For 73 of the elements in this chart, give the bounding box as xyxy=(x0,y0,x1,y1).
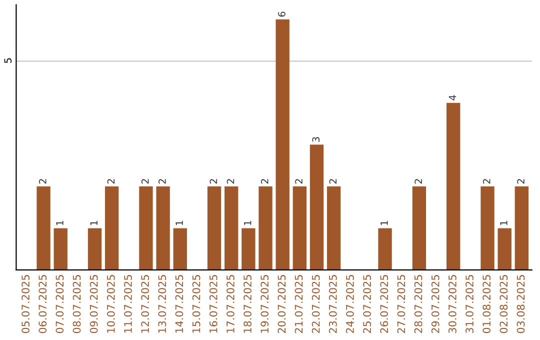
bar xyxy=(173,228,187,270)
data-label: 6 xyxy=(278,12,286,17)
x-tick-label: 16.07.2025 xyxy=(209,275,218,333)
x-tick-label: 09.07.2025 xyxy=(90,275,98,334)
x-tick-label: 23.07.2025 xyxy=(328,275,337,334)
bar xyxy=(104,186,119,270)
x-tick-label: 30.07.2025 xyxy=(448,275,456,333)
bar xyxy=(326,186,341,270)
data-label: 2 xyxy=(517,179,524,184)
x-tick-label: 10.07.2025 xyxy=(106,275,115,333)
data-label: 2 xyxy=(158,179,166,184)
x-tick-label: 20.07.2025 xyxy=(278,275,286,334)
data-label: 2 xyxy=(210,179,217,184)
bar xyxy=(88,228,102,270)
bar xyxy=(207,186,222,270)
data-label: 2 xyxy=(107,179,115,184)
x-tick-label: 26.07.2025 xyxy=(380,275,388,334)
data-label: 1 xyxy=(380,220,388,226)
bar xyxy=(242,228,256,270)
bar xyxy=(446,102,460,270)
data-label: 1 xyxy=(244,220,252,226)
x-tick-label: 29.07.2025 xyxy=(431,275,440,334)
x-tick-label: 21.07.2025 xyxy=(294,275,303,334)
x-tick-label: 19.07.2025 xyxy=(260,275,269,333)
x-tick-label: 02.08.2025 xyxy=(500,275,508,334)
data-label: 3 xyxy=(312,137,320,142)
x-tick-label: 17.07.2025 xyxy=(226,275,234,333)
y-tick-label: 5 xyxy=(4,58,12,63)
data-label: 2 xyxy=(295,179,302,184)
data-label: 1 xyxy=(500,220,508,226)
bar xyxy=(258,186,272,270)
bar xyxy=(378,228,392,270)
bar xyxy=(412,186,426,270)
x-tick-label: 24.07.2025 xyxy=(346,275,354,334)
data-label: 2 xyxy=(38,179,46,184)
bar xyxy=(139,186,153,270)
x-tick-label: 03.08.2025 xyxy=(516,275,525,334)
x-tick-label: 07.07.2025 xyxy=(56,275,64,334)
bar xyxy=(224,186,238,270)
x-tick-label: 01.08.2025 xyxy=(482,275,491,334)
bar xyxy=(514,186,528,270)
x-tick-label: 25.07.2025 xyxy=(363,275,371,334)
data-label: 2 xyxy=(482,179,490,184)
data-label: 2 xyxy=(260,179,268,184)
bar xyxy=(276,19,290,270)
x-tick-label: 06.07.2025 xyxy=(38,275,47,334)
data-label: 2 xyxy=(226,179,234,184)
x-tick-label: 14.07.2025 xyxy=(175,275,184,333)
x-tick-label: 13.07.2025 xyxy=(158,275,166,333)
x-tick-label: 28.07.2025 xyxy=(414,275,422,334)
x-tick-label: 15.07.2025 xyxy=(192,275,200,333)
x-tick-label: 05.07.2025 xyxy=(22,275,30,334)
x-tick-label: 11.07.2025 xyxy=(124,275,132,333)
bar xyxy=(480,186,494,270)
x-tick-label: 12.07.2025 xyxy=(141,275,149,333)
x-tick-label: 31.07.2025 xyxy=(466,275,474,333)
data-label: 2 xyxy=(414,179,422,184)
x-tick-label: 18.07.2025 xyxy=(244,275,252,333)
data-label: 1 xyxy=(90,220,98,226)
x-tick-label: 08.07.2025 xyxy=(72,275,81,334)
bar xyxy=(156,186,170,270)
data-label: 2 xyxy=(329,179,336,184)
bar xyxy=(36,186,50,270)
bar xyxy=(310,144,324,270)
x-tick-label: 22.07.2025 xyxy=(312,275,320,334)
bar xyxy=(292,186,306,270)
data-label: 1 xyxy=(176,220,183,226)
data-label: 4 xyxy=(448,95,456,100)
bar xyxy=(498,228,512,270)
data-label: 2 xyxy=(141,179,149,184)
data-label: 1 xyxy=(56,220,64,226)
x-tick-label: 27.07.2025 xyxy=(397,275,406,334)
bar xyxy=(54,228,68,270)
